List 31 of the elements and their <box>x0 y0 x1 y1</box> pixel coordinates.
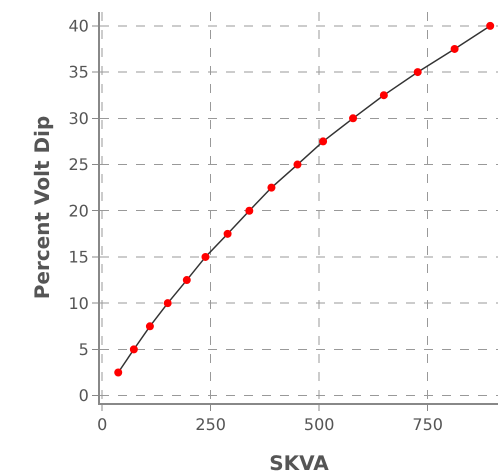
point <box>267 184 276 192</box>
y-tick-label: 30 <box>68 108 89 128</box>
point <box>146 322 154 330</box>
point <box>293 160 302 169</box>
point <box>130 345 138 354</box>
point <box>380 91 388 100</box>
y-tick-label: 25 <box>68 155 89 174</box>
y-tick-label: 35 <box>68 62 89 82</box>
point <box>164 299 172 308</box>
y-tick-label: 5 <box>78 340 89 359</box>
y-tick-label: 10 <box>68 294 89 313</box>
y-axis-title: Percent Volt Dip <box>30 116 54 300</box>
x-tick-label: 250 <box>195 415 226 434</box>
x-tick-label: 500 <box>304 415 334 434</box>
point <box>114 368 122 376</box>
point <box>450 44 459 53</box>
point <box>182 276 191 284</box>
x-axis-title: SKVA <box>269 451 330 475</box>
point <box>224 230 232 238</box>
x-tick-label: 0 <box>97 415 108 434</box>
y-tick-label: 15 <box>68 248 89 267</box>
x-tick-label: 750 <box>412 415 443 434</box>
point <box>414 68 422 76</box>
point <box>201 252 210 261</box>
point <box>349 114 358 122</box>
y-tick-label: 0 <box>78 386 89 406</box>
point <box>245 206 254 215</box>
point <box>319 137 328 146</box>
y-tick-label: 40 <box>68 16 89 36</box>
y-tick-label: 20 <box>68 201 89 220</box>
point <box>486 22 494 30</box>
